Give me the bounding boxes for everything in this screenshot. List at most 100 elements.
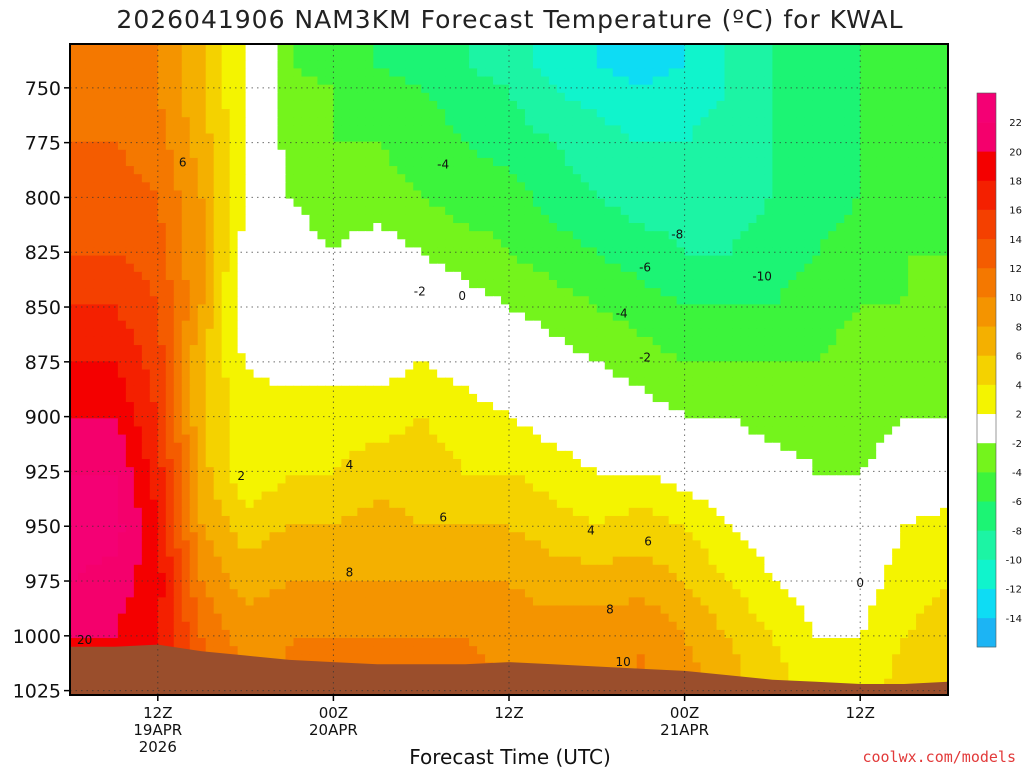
temperature-cell — [636, 271, 646, 281]
temperature-cell — [564, 60, 574, 70]
temperature-cell — [756, 223, 766, 232]
temperature-cell — [349, 353, 358, 362]
temperature-cell — [77, 345, 87, 354]
temperature-cell — [157, 328, 167, 338]
temperature-cell — [892, 182, 901, 192]
temperature-cell — [780, 369, 789, 379]
temperature-cell — [213, 247, 223, 257]
temperature-cell — [748, 141, 758, 151]
temperature-cell — [421, 320, 430, 330]
temperature-cell — [141, 76, 151, 86]
temperature-cell — [461, 385, 470, 395]
temperature-cell — [333, 157, 342, 167]
temperature-cell — [556, 117, 566, 126]
temperature-cell — [461, 239, 470, 249]
temperature-cell — [125, 117, 135, 126]
temperature-cell — [77, 60, 87, 70]
temperature-cell — [373, 214, 382, 224]
temperature-cell — [812, 320, 821, 330]
temperature-cell — [612, 84, 622, 94]
temperature-cell — [612, 52, 622, 61]
temperature-cell — [181, 361, 191, 371]
temperature-cell — [469, 247, 478, 257]
temperature-cell — [445, 60, 454, 70]
temperature-cell — [309, 263, 319, 273]
temperature-cell — [293, 255, 303, 265]
temperature-cell — [748, 68, 758, 78]
temperature-cell — [900, 133, 909, 143]
temperature-cell — [796, 312, 805, 322]
temperature-cell — [748, 304, 758, 314]
temperature-cell — [421, 198, 430, 208]
temperature-cell — [556, 336, 566, 346]
temperature-cell — [237, 141, 247, 151]
temperature-cell — [532, 353, 542, 362]
temperature-cell — [341, 109, 350, 118]
temperature-cell — [221, 231, 231, 240]
temperature-cell — [900, 239, 909, 249]
temperature-cell — [924, 255, 933, 265]
temperature-cell — [924, 92, 933, 102]
temperature-cell — [389, 100, 398, 110]
temperature-cell — [365, 239, 374, 249]
temperature-cell — [133, 402, 143, 411]
temperature-cell — [261, 206, 271, 216]
temperature-cell — [389, 166, 398, 175]
temperature-cell — [860, 198, 869, 208]
temperature-cell — [141, 157, 151, 167]
temperature-cell — [580, 60, 590, 70]
temperature-cell — [477, 60, 486, 70]
temperature-cell — [604, 271, 614, 281]
temperature-cell — [876, 214, 885, 224]
temperature-cell — [804, 133, 813, 143]
temperature-cell — [437, 92, 446, 102]
temperature-cell — [860, 100, 869, 110]
temperature-cell — [876, 304, 885, 314]
temperature-cell — [820, 52, 829, 61]
temperature-cell — [916, 141, 925, 151]
temperature-cell — [493, 92, 502, 102]
temperature-cell — [780, 44, 789, 53]
temperature-cell — [884, 369, 893, 379]
temperature-cell — [333, 377, 342, 387]
temperature-cell — [764, 377, 773, 387]
temperature-cell — [245, 198, 255, 208]
temperature-cell — [213, 353, 223, 362]
temperature-cell — [860, 279, 869, 289]
temperature-cell — [828, 141, 837, 151]
temperature-cell — [70, 410, 79, 419]
temperature-cell — [309, 157, 319, 167]
temperature-cell — [708, 304, 718, 314]
temperature-cell — [604, 304, 614, 314]
temperature-cell — [301, 133, 311, 143]
temperature-cell — [748, 149, 758, 159]
temperature-cell — [644, 385, 654, 395]
temperature-cell — [844, 369, 853, 379]
temperature-cell — [884, 174, 893, 183]
temperature-cell — [868, 125, 877, 135]
temperature-cell — [389, 345, 398, 354]
temperature-cell — [868, 336, 877, 346]
temperature-cell — [604, 393, 614, 403]
temperature-cell — [357, 353, 366, 362]
temperature-cell — [237, 166, 247, 175]
temperature-cell — [509, 393, 518, 403]
temperature-cell — [269, 393, 279, 403]
temperature-cell — [309, 141, 319, 151]
temperature-cell — [301, 76, 311, 86]
temperature-cell — [421, 214, 430, 224]
temperature-cell — [524, 393, 534, 403]
temperature-cell — [644, 109, 654, 118]
temperature-cell — [269, 328, 279, 338]
temperature-cell — [477, 68, 486, 78]
temperature-cell — [596, 320, 606, 330]
temperature-cell — [660, 328, 670, 338]
temperature-cell — [572, 263, 582, 273]
temperature-cell — [692, 125, 702, 135]
temperature-cell — [780, 109, 789, 118]
temperature-cell — [932, 279, 941, 289]
temperature-cell — [788, 52, 797, 61]
temperature-cell — [477, 44, 486, 53]
temperature-cell — [532, 271, 542, 281]
temperature-cell — [708, 231, 718, 240]
